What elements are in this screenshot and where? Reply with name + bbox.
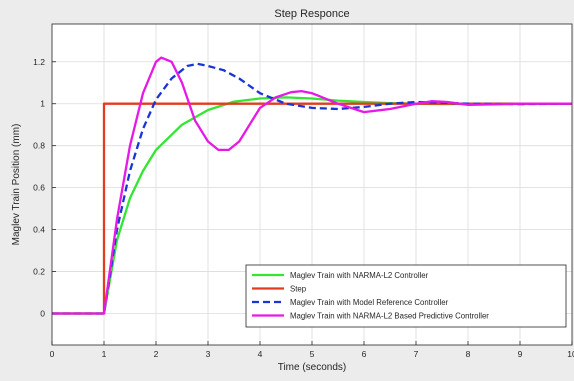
plot-area-frame bbox=[51, 23, 573, 346]
x-tick-label: 6 bbox=[362, 349, 367, 359]
ticks: 0 1 2 3 4 5 6 7 8 9 10 0 0.2 0.4 0.6 0.8 1 1.2 bbox=[33, 57, 574, 359]
legend-box bbox=[245, 264, 567, 328]
x-tick-label: 1 bbox=[102, 349, 107, 359]
series-lines bbox=[52, 56, 573, 315]
y-tick-label: 0.4 bbox=[33, 225, 45, 235]
x-axis-label: Time (seconds) bbox=[278, 362, 347, 373]
legend-label: Step bbox=[290, 285, 307, 294]
y-tick-label: 0.2 bbox=[33, 267, 45, 277]
legend-items: Maglev Train with NARMA-L2 Controller Ste… bbox=[252, 271, 489, 321]
legend-label: Maglev Train with NARMA-L2 Based Predict… bbox=[290, 312, 489, 321]
y-tick-label: 0.8 bbox=[33, 141, 45, 151]
x-tick-label: 9 bbox=[518, 349, 523, 359]
x-tick-label: 0 bbox=[50, 349, 55, 359]
legend-label: Maglev Train with Model Reference Contro… bbox=[290, 298, 449, 307]
x-tick-label: 10 bbox=[567, 349, 574, 359]
x-tick-label: 3 bbox=[206, 349, 211, 359]
y-tick-label: 0.6 bbox=[33, 183, 45, 193]
x-tick-label: 4 bbox=[258, 349, 263, 359]
x-tick-label: 7 bbox=[414, 349, 419, 359]
y-tick-label: 1.2 bbox=[33, 57, 45, 67]
series-line-4 bbox=[52, 56, 572, 315]
legend: Maglev Train with NARMA-L2 Controller Ste… bbox=[245, 264, 567, 328]
x-tick-label: 5 bbox=[310, 349, 315, 359]
legend-label: Maglev Train with NARMA-L2 Controller bbox=[290, 271, 429, 280]
chart-title: Step Responce bbox=[274, 8, 349, 20]
x-tick-label: 2 bbox=[154, 349, 159, 359]
y-tick-label: 1 bbox=[40, 99, 45, 109]
x-tick-label: 8 bbox=[466, 349, 471, 359]
y-tick-label: 0 bbox=[40, 309, 45, 319]
y-axis-label: Maglev Train Position (mm) bbox=[11, 124, 22, 246]
